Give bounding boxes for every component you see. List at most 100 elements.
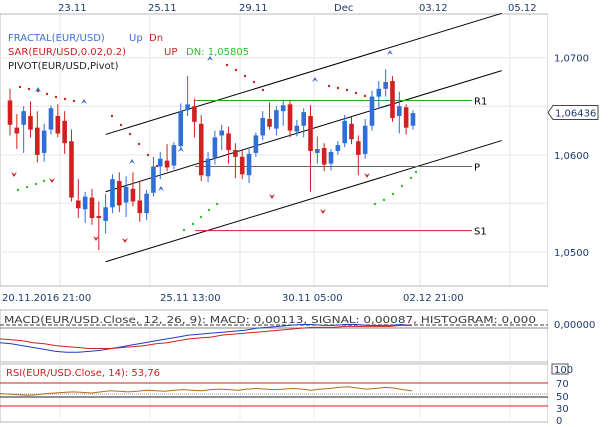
- top-date-label: 05.12: [508, 3, 537, 14]
- candle: [41, 123, 47, 162]
- candle: [233, 143, 238, 179]
- candle: [308, 105, 313, 192]
- signal-line: [0, 324, 412, 349]
- sar-up-label: UP: [164, 47, 177, 58]
- candle: [116, 172, 122, 213]
- candle: [301, 108, 306, 138]
- candle-body: [219, 130, 225, 136]
- fractal-legend: FRACTAL(EUR/USD): [8, 33, 105, 44]
- pivot-label: R1: [474, 96, 487, 107]
- price-axis: 1,0700 1,0600 1,0500 1,06436: [547, 14, 610, 286]
- rsi-panel: RSI(EUR/USD.Close, 14): 53,76: [0, 363, 549, 423]
- candle: [7, 88, 13, 136]
- candle-body: [342, 120, 347, 144]
- main-legend: FRACTAL(EUR/USD) Up Dn SAR(EUR/USD,0.02,…: [8, 33, 249, 72]
- candle-body: [7, 100, 13, 125]
- macd-grid: [59, 310, 511, 362]
- candle: [123, 176, 129, 218]
- candle: [246, 149, 252, 184]
- candle-body: [123, 186, 129, 203]
- candle-body: [369, 96, 375, 126]
- bottom-date-label: 30.11 05:00: [282, 293, 343, 304]
- candle: [69, 129, 74, 202]
- fractal-down-arrows: [11, 172, 370, 243]
- fractal-dn-label: Dn: [149, 33, 163, 44]
- candle: [48, 105, 54, 135]
- candle: [403, 104, 409, 135]
- candle-body: [130, 188, 136, 202]
- candle: [55, 104, 61, 138]
- candle-body: [253, 135, 259, 153]
- candle-body: [21, 111, 26, 125]
- candle: [342, 115, 347, 148]
- candle-body: [267, 118, 272, 127]
- rsi-legend: RSI(EUR/USD.Close, 14): 53,76: [6, 368, 160, 379]
- fractal-up-label: Up: [129, 33, 143, 44]
- candle: [397, 91, 402, 134]
- candle-body: [110, 179, 115, 208]
- candle: [315, 136, 320, 164]
- candle: [178, 103, 184, 150]
- candle: [76, 179, 81, 218]
- candle: [110, 174, 115, 214]
- candle-body: [335, 145, 341, 151]
- bottom-date-label: 20.11.2016 21:00: [2, 293, 91, 304]
- price-tick: 1,0700: [554, 54, 589, 65]
- candle: [376, 81, 382, 110]
- candle-body: [287, 104, 293, 131]
- candle-body: [171, 145, 177, 166]
- candle: [185, 76, 190, 116]
- top-date-label: 23.11: [58, 3, 87, 14]
- candle: [103, 193, 108, 234]
- fractal-up-arrows: [35, 50, 393, 191]
- candle-body: [376, 88, 382, 97]
- candle: [260, 111, 266, 141]
- candle: [28, 101, 33, 138]
- candle: [328, 149, 334, 171]
- candle-body: [82, 196, 88, 210]
- candle: [96, 201, 102, 251]
- bottom-date-axis: 20.11.2016 21:00 25.11 13:00 30.11 05:00…: [0, 285, 548, 304]
- candle-body: [403, 107, 409, 128]
- candle: [198, 115, 204, 182]
- candle: [369, 90, 375, 131]
- candle: [137, 181, 143, 222]
- macd-legend: MACD(EUR/USD.Close, 12, 26, 9): MACD: 0,…: [4, 315, 536, 326]
- candle-body: [205, 158, 211, 177]
- candle: [321, 143, 327, 172]
- candle-body: [103, 207, 108, 221]
- candle: [212, 130, 218, 165]
- candle-body: [14, 127, 20, 134]
- candle: [144, 189, 149, 220]
- candle: [89, 188, 95, 225]
- candle-body: [301, 112, 306, 126]
- candle: [349, 116, 354, 145]
- bottom-date-label: 02.12 21:00: [403, 293, 464, 304]
- candle: [219, 124, 225, 150]
- pivot-label: P: [474, 163, 480, 174]
- candle-body: [116, 181, 122, 206]
- channel-line: [105, 12, 502, 135]
- candle-body: [410, 113, 416, 126]
- price-tick: 1,0500: [554, 248, 589, 259]
- sar-dots: [16, 63, 418, 232]
- candle-body: [356, 141, 361, 155]
- candle-body: [48, 108, 54, 130]
- candle-body: [321, 148, 327, 165]
- candle: [356, 135, 361, 176]
- candle-body: [185, 104, 190, 111]
- bottom-date-label: 25.11 13:00: [160, 293, 221, 304]
- price-panel: R1 P S1: [0, 12, 549, 287]
- candle: [171, 142, 177, 170]
- candle-body: [294, 125, 300, 132]
- candle: [280, 100, 286, 126]
- candle: [192, 98, 197, 138]
- candle-body: [157, 158, 163, 167]
- candle: [390, 76, 395, 122]
- candle-body: [212, 137, 218, 158]
- pivot-label: S1: [474, 227, 487, 238]
- candle-body: [274, 110, 279, 129]
- macd-tick: 0,00000: [554, 320, 595, 331]
- candle-body: [226, 133, 231, 150]
- candle: [205, 151, 211, 183]
